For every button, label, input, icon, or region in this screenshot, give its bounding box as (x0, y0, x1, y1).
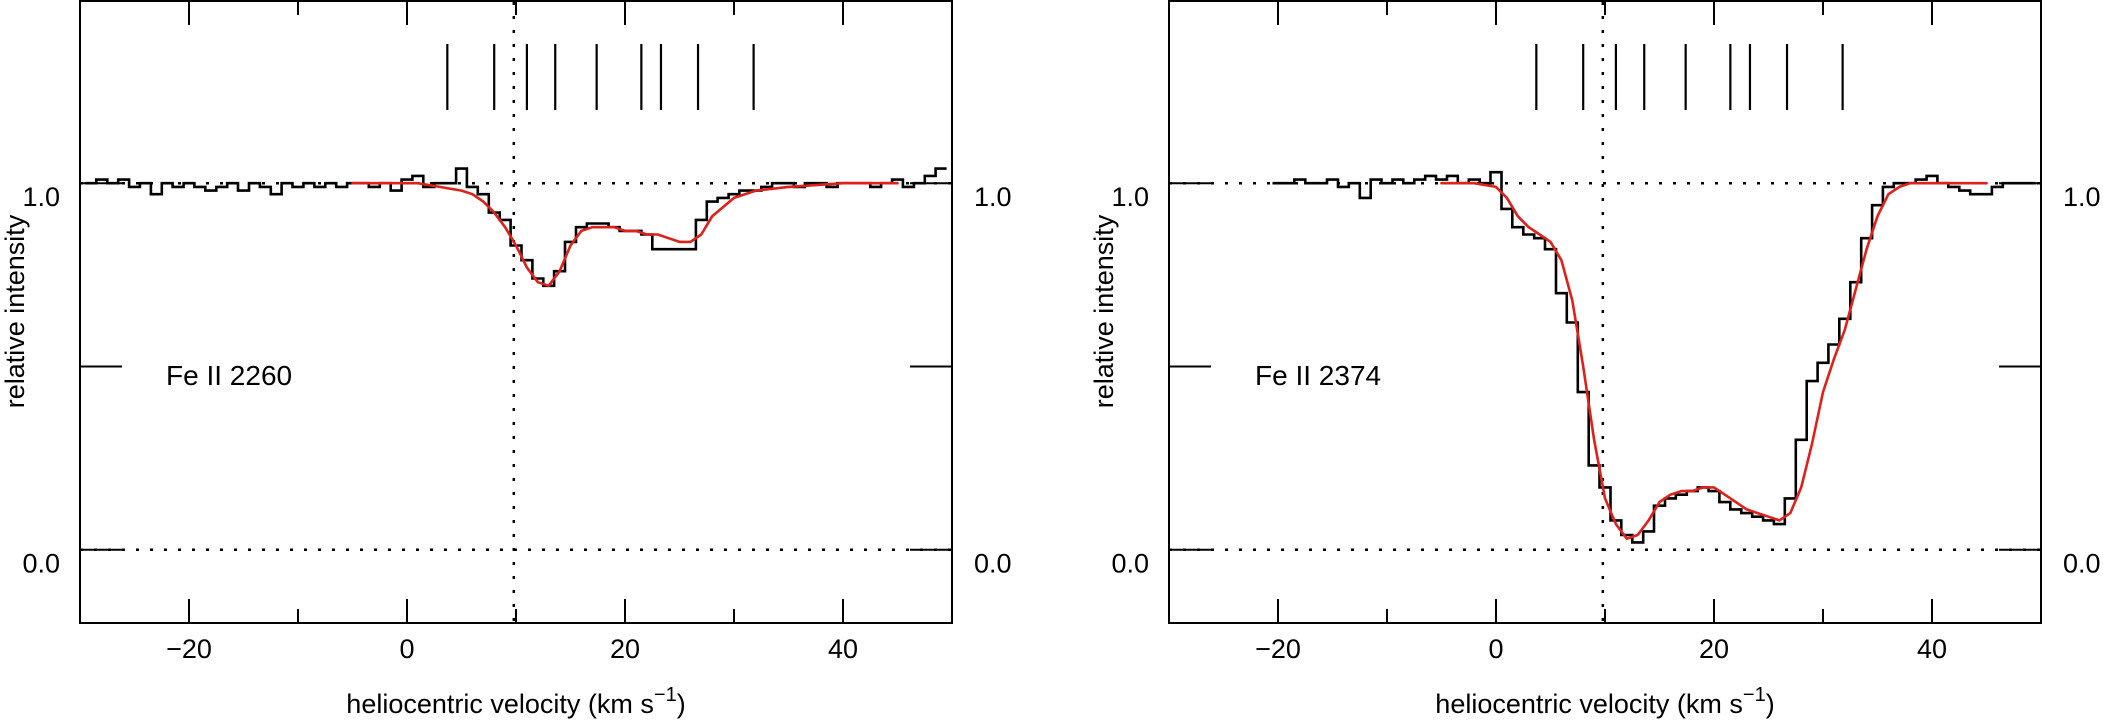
x-tick-label: −20 (166, 634, 212, 664)
x-axis-label-close: ) (1766, 689, 1775, 719)
model-fit-line (351, 181, 899, 288)
x-axis-label-text: heliocentric velocity (km s (1435, 689, 1743, 719)
plot-frame (79, 0, 953, 624)
y-tick-label-left: 1.0 (22, 182, 60, 212)
y-tick-label-right: 0.0 (974, 549, 1012, 579)
y-tick-label-left: 0.0 (1111, 549, 1149, 579)
y-axis-label: relative intensity (0, 214, 30, 408)
x-axis-label-exponent: −1 (654, 684, 677, 706)
chart-panel-fe-ii-2260: 0.0 0.0 1.0 1.0 −20 0 20 40 Fe II 2260 relative i… (0, 0, 1012, 719)
panel-label: Fe II 2374 (1255, 360, 1381, 391)
x-axis-label-exponent: −1 (1743, 684, 1766, 706)
x-tick-label: 20 (610, 634, 640, 664)
panel-label: Fe II 2260 (166, 360, 292, 391)
model-fit-line (1440, 181, 1988, 540)
x-tick-label: 40 (828, 634, 858, 664)
data-histogram (1272, 170, 2036, 544)
x-tick-label: 40 (1917, 634, 1947, 664)
x-axis-label: heliocentric velocity (km s−1) (1435, 684, 1774, 719)
y-tick-label-right: 1.0 (2063, 182, 2101, 212)
x-tick-label: 0 (399, 634, 414, 664)
plot-frame (1168, 0, 2042, 624)
y-tick-label-left: 0.0 (22, 549, 60, 579)
y-tick-label-left: 1.0 (1111, 182, 1149, 212)
x-tick-label: 0 (1488, 634, 1503, 664)
x-axis-label-close: ) (677, 689, 686, 719)
x-tick-label: 20 (1699, 634, 1729, 664)
y-tick-label-right: 0.0 (2063, 549, 2101, 579)
y-axis-label: relative intensity (1089, 214, 1119, 408)
x-tick-label: −20 (1255, 634, 1301, 664)
y-tick-label-right: 1.0 (974, 182, 1012, 212)
x-axis-label-text: heliocentric velocity (km s (346, 689, 654, 719)
x-axis-label: heliocentric velocity (km s−1) (346, 684, 685, 719)
chart-panel-fe-ii-2374: 0.0 0.0 1.0 1.0 −20 0 20 40 Fe II 2374 relative i… (1089, 0, 2101, 719)
